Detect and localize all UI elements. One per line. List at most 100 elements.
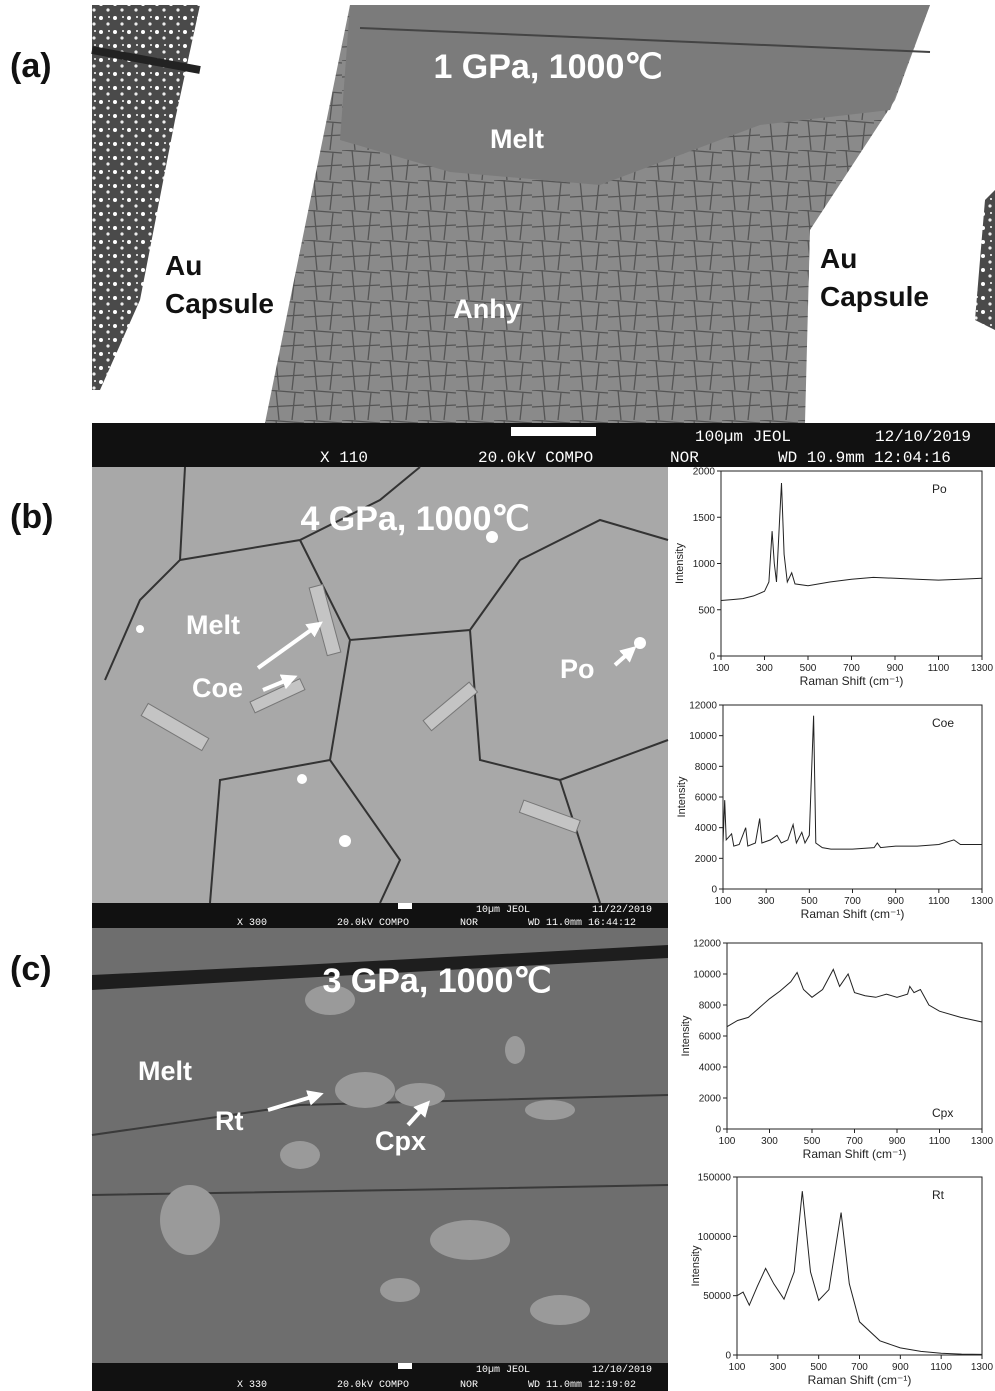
- info-text: 10µm JEOL: [476, 1365, 530, 1376]
- x-tick-label: 1100: [928, 896, 950, 907]
- y-tick-label: 1000: [693, 559, 716, 570]
- phase-label: Coe: [192, 673, 243, 703]
- x-tick-label: 300: [758, 896, 775, 907]
- x-tick-label: 700: [846, 1136, 863, 1147]
- x-tick-label: 1300: [971, 1362, 994, 1373]
- x-tick-label: 500: [810, 1362, 827, 1373]
- scale-bar: [511, 427, 596, 436]
- y-tick-label: 50000: [703, 1291, 731, 1302]
- y-axis-label: Intensity: [676, 776, 688, 817]
- phase-label: Melt: [186, 610, 240, 640]
- x-tick-label: 700: [851, 1362, 868, 1373]
- info-text: X 110: [320, 449, 368, 467]
- y-tick-label: 2000: [695, 854, 718, 865]
- x-tick-label: 100: [729, 1362, 746, 1373]
- scale-bar: [398, 1363, 412, 1369]
- x-tick-label: 900: [887, 896, 904, 907]
- x-tick-label: 1300: [971, 896, 994, 907]
- y-tick-label: 150000: [698, 1173, 732, 1184]
- plot-frame: [737, 1177, 982, 1355]
- x-tick-label: 500: [801, 896, 818, 907]
- y-tick-label: 12000: [693, 939, 721, 950]
- y-tick-label: 100000: [698, 1232, 732, 1243]
- phase-label: Anhy: [453, 294, 521, 324]
- y-tick-label: 0: [715, 1125, 721, 1136]
- phase-label: Po: [560, 654, 595, 684]
- info-text: X 330: [237, 1380, 267, 1391]
- phase-label: Capsule: [165, 288, 274, 319]
- x-axis-label: Raman Shift (cm⁻¹): [808, 1373, 912, 1387]
- phase-label: Capsule: [820, 281, 929, 312]
- phase-label: Au: [820, 243, 857, 274]
- info-text: NOR: [460, 1380, 478, 1391]
- x-tick-label: 300: [769, 1362, 786, 1373]
- panel-label: (a): [10, 47, 52, 85]
- info-text: X 300: [237, 918, 267, 929]
- condition: 1 GPa, 1000℃: [433, 48, 662, 86]
- condition: 3 GPa, 1000℃: [322, 962, 551, 1000]
- y-tick-label: 0: [709, 652, 715, 663]
- x-tick-label: 900: [892, 1362, 909, 1373]
- x-tick-label: 700: [843, 663, 860, 674]
- panel-label: (b): [10, 498, 53, 536]
- x-axis-label: Raman Shift (cm⁻¹): [800, 674, 904, 688]
- scale-bar: [398, 903, 412, 909]
- figure: (a) 1 GPa, 1000℃ Melt Anhy Au Capsule Au…: [0, 0, 995, 1391]
- x-tick-label: 100: [719, 1136, 736, 1147]
- x-tick-label: 500: [804, 1136, 821, 1147]
- x-tick-label: 500: [800, 663, 817, 674]
- info-text: 12/10/2019: [592, 1364, 652, 1376]
- info-text: 12/10/2019: [875, 428, 971, 446]
- x-tick-label: 1100: [929, 1136, 951, 1147]
- info-text: 10µm JEOL: [476, 905, 530, 916]
- y-tick-label: 0: [725, 1351, 731, 1362]
- y-tick-label: 8000: [695, 762, 718, 773]
- info-text: 11/22/2019: [592, 904, 652, 916]
- x-axis-label: Raman Shift (cm⁻¹): [801, 907, 905, 921]
- plot-frame: [721, 471, 982, 656]
- y-tick-label: 500: [698, 605, 715, 616]
- x-axis-label: Raman Shift (cm⁻¹): [803, 1147, 907, 1161]
- x-tick-label: 300: [761, 1136, 778, 1147]
- x-tick-label: 100: [715, 896, 732, 907]
- info-text: 100µm JEOL: [695, 428, 791, 446]
- phase-label: Melt: [490, 124, 544, 154]
- y-tick-label: 6000: [699, 1032, 722, 1043]
- x-tick-label: 1100: [928, 663, 950, 674]
- info-text: WD 11.0mm 16:44:12: [528, 918, 636, 929]
- y-tick-label: 4000: [695, 823, 718, 834]
- info-text: WD 11.0mm 12:19:02: [528, 1380, 636, 1391]
- y-tick-label: 2000: [699, 1094, 722, 1105]
- panel-label: (c): [10, 950, 52, 988]
- info-text: NOR: [670, 449, 699, 467]
- y-tick-label: 2000: [693, 467, 716, 478]
- info-text: 20.0kV COMPO: [337, 1379, 409, 1391]
- spectrum-annotation: Rt: [932, 1188, 945, 1202]
- x-tick-label: 1300: [971, 663, 994, 674]
- spectrum-annotation: Cpx: [932, 1106, 953, 1120]
- x-tick-label: 900: [889, 1136, 906, 1147]
- x-tick-label: 300: [756, 663, 773, 674]
- y-tick-label: 4000: [699, 1063, 722, 1074]
- info-text: 20.0kV COMPO: [478, 449, 593, 467]
- info-text: WD 10.9mm 12:04:16: [778, 449, 951, 467]
- y-tick-label: 10000: [693, 970, 721, 981]
- y-tick-label: 0: [711, 885, 717, 896]
- x-tick-label: 900: [887, 663, 904, 674]
- phase-label: Cpx: [375, 1126, 426, 1156]
- phase-label: Au: [165, 250, 202, 281]
- y-tick-label: 1500: [693, 513, 716, 524]
- y-tick-label: 8000: [699, 1001, 722, 1012]
- info-text: 20.0kV COMPO: [337, 917, 409, 929]
- x-tick-label: 1300: [971, 1136, 994, 1147]
- spectrum-annotation: Coe: [932, 716, 954, 730]
- phase-label: Rt: [215, 1106, 244, 1136]
- condition: 4 GPa, 1000℃: [300, 500, 529, 538]
- x-tick-label: 100: [713, 663, 730, 674]
- y-axis-label: Intensity: [690, 1245, 702, 1286]
- phase-label: Melt: [138, 1056, 192, 1086]
- x-tick-label: 700: [844, 896, 861, 907]
- info-text: NOR: [460, 918, 478, 929]
- plot-frame: [727, 943, 982, 1129]
- y-tick-label: 6000: [695, 793, 718, 804]
